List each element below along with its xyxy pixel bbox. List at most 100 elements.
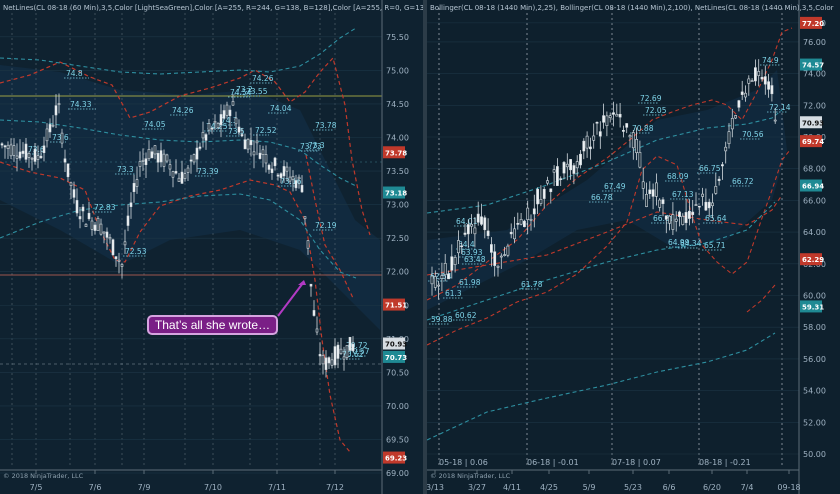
candle <box>60 132 64 144</box>
candle <box>195 147 199 160</box>
candle <box>177 177 181 182</box>
y-tick-label: 72.00 <box>803 101 826 110</box>
y-tick-label: 64.00 <box>803 228 826 237</box>
candle <box>132 183 136 192</box>
price-marker <box>800 58 822 71</box>
level-label: 64.4 <box>458 240 475 249</box>
candle <box>147 148 151 160</box>
candle <box>552 169 556 173</box>
candle <box>466 224 470 235</box>
price-marker-label: 73.78 <box>385 149 407 157</box>
level-label: 67.49 <box>604 182 626 191</box>
price-marker <box>800 300 822 313</box>
candle <box>144 158 148 166</box>
candle <box>153 145 157 155</box>
candle <box>270 168 274 173</box>
level-label: 73.39 <box>197 167 219 176</box>
candle <box>684 212 688 223</box>
x-tick-label: 3/13 <box>427 483 444 492</box>
candle <box>549 188 553 193</box>
hourly-chart-copyright: © 2018 NinjaTrader, LLC <box>3 472 84 480</box>
level-label: 73.55 <box>246 87 268 96</box>
level-label: 66.75 <box>699 164 721 173</box>
level-label: 63.93 <box>461 248 483 257</box>
candle <box>767 81 771 90</box>
price-marker-label: 69.74 <box>802 138 824 146</box>
level-label: 73.3 <box>117 165 134 174</box>
candle <box>18 151 22 159</box>
y-tick-label: 52.00 <box>803 418 826 427</box>
price-marker <box>383 186 405 199</box>
candle <box>210 127 214 130</box>
level-label: 74.9 <box>762 56 779 65</box>
candle <box>486 230 490 236</box>
candle <box>219 114 223 125</box>
candle <box>156 153 160 163</box>
candle <box>493 251 497 266</box>
level-label: 73.73 <box>300 142 322 151</box>
candle <box>622 129 625 132</box>
level-label: 73.5 <box>228 127 245 136</box>
candle <box>111 239 115 256</box>
candle <box>6 144 10 149</box>
candle <box>542 188 546 199</box>
candle <box>582 140 586 152</box>
candle <box>453 257 457 265</box>
annotation-callout[interactable]: That’s all she wrote… <box>147 315 278 335</box>
candle <box>539 199 543 204</box>
level-label: 72.69 <box>640 94 662 103</box>
candle <box>30 157 34 160</box>
x-tick-label: 3/27 <box>468 483 486 492</box>
candle <box>734 115 738 119</box>
candle <box>460 245 464 248</box>
candle <box>252 151 256 156</box>
candle <box>499 255 503 258</box>
contract-label: 08-18 | -0.21 <box>699 458 751 467</box>
candle <box>234 117 238 125</box>
x-tick-label: 7/5 <box>30 483 43 492</box>
candle <box>351 343 355 351</box>
candle <box>753 67 757 82</box>
price-marker-label: 69.23 <box>385 455 407 463</box>
hourly-chart-panel[interactable]: 74.874.3374.2674.0574.2574.374.5474.2674… <box>0 0 423 494</box>
level-label: 59.88 <box>431 315 453 324</box>
candle <box>707 201 711 209</box>
candle <box>562 162 566 174</box>
candle <box>141 159 145 162</box>
candle <box>697 205 701 208</box>
candle <box>612 112 615 115</box>
candle <box>78 216 82 220</box>
candle <box>592 135 596 141</box>
candle <box>664 215 668 220</box>
level-label: 74.33 <box>70 100 92 109</box>
candle <box>509 231 513 235</box>
candle <box>740 91 744 95</box>
candle <box>330 359 334 366</box>
level-label: 63.48 <box>464 255 486 264</box>
candle <box>246 138 250 150</box>
candle <box>105 231 109 238</box>
y-tick-label: 74.00 <box>386 134 409 143</box>
candle <box>258 152 262 159</box>
level-label: 66.66 <box>653 214 675 223</box>
price-marker <box>800 135 822 148</box>
candle <box>114 256 118 260</box>
candle <box>443 263 447 276</box>
hourly-chart: 74.874.3374.2674.0574.2574.374.5474.2674… <box>0 0 423 494</box>
level-label: 70.88 <box>632 124 654 133</box>
x-tick-label: 4/25 <box>540 483 558 492</box>
price-marker-label: 66.94 <box>802 183 824 191</box>
candle <box>300 185 304 193</box>
price-marker <box>383 451 405 464</box>
candle <box>336 344 340 359</box>
daily-chart: 74.9 72.14 70.56 72.69 72.05 70.88 68.09 67.49 6… <box>427 0 840 494</box>
candle <box>312 310 316 316</box>
candle <box>720 164 724 167</box>
daily-chart-panel[interactable]: 74.9 72.14 70.56 72.69 72.05 70.88 68.09 67.49 6… <box>427 0 840 494</box>
candle <box>602 115 606 123</box>
y-tick-label: 75.50 <box>386 33 409 42</box>
candle <box>645 193 648 207</box>
panel-splitter[interactable] <box>423 0 427 494</box>
candle <box>519 219 523 225</box>
candle <box>658 199 662 208</box>
